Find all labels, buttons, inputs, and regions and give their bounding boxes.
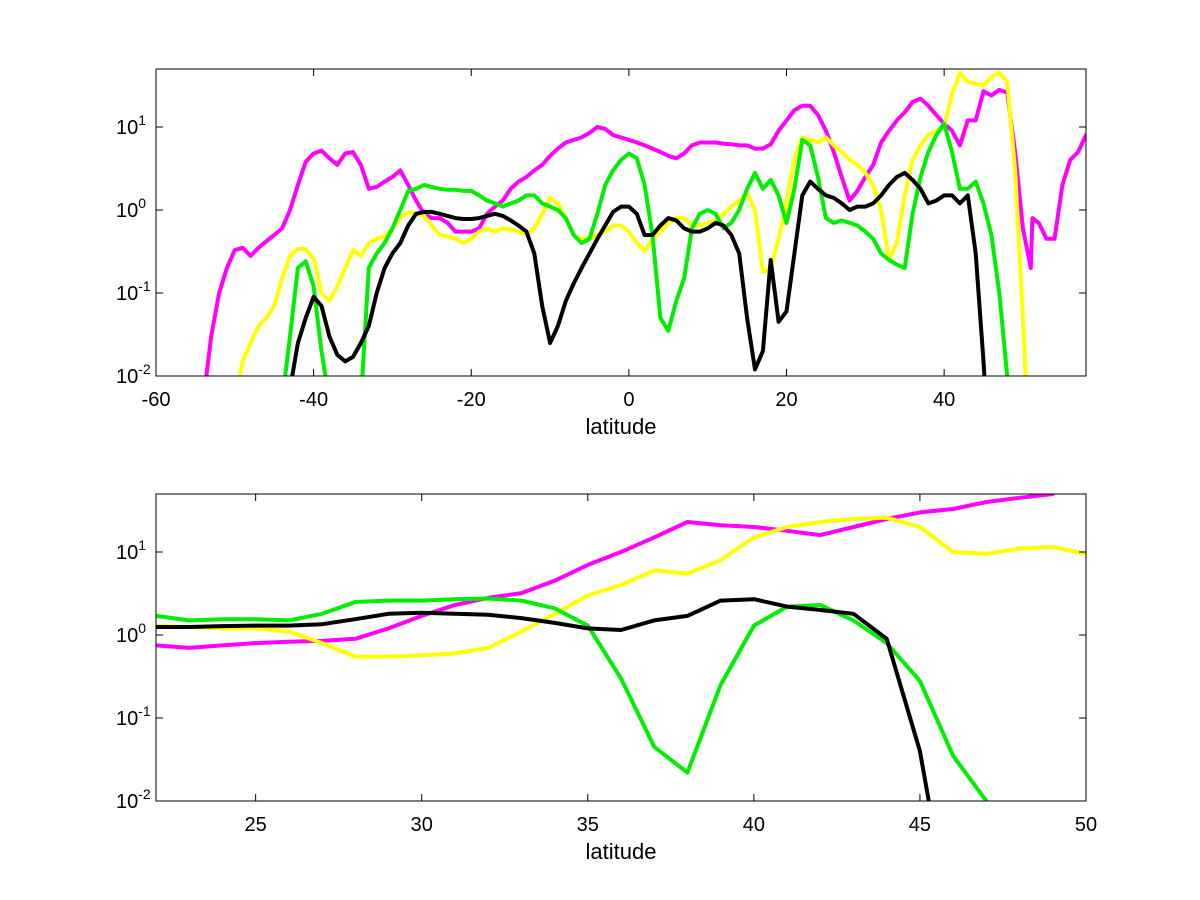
x-tick-label: 50 xyxy=(1075,814,1097,836)
series-line-green xyxy=(156,596,990,801)
x-tick-label: -20 xyxy=(457,389,486,411)
x-tick-label: -60 xyxy=(142,389,171,411)
series-line-magenta xyxy=(156,494,1055,650)
y-tick-label: 100 xyxy=(116,195,146,222)
y-tick-label: 10-1 xyxy=(116,278,151,305)
series-line-green xyxy=(283,121,1010,376)
x-axis-label: latitude xyxy=(586,414,657,439)
y-tick-label: 10-2 xyxy=(116,786,151,813)
y-tick-label: 10-2 xyxy=(116,361,151,388)
x-tick-label: 20 xyxy=(775,389,797,411)
y-tick-label: 10-1 xyxy=(116,703,151,730)
series-line-yellow xyxy=(156,515,1086,659)
x-tick-label: 0 xyxy=(623,389,634,411)
series-line-black xyxy=(290,170,987,376)
series-line-black xyxy=(156,597,931,801)
series-line-yellow xyxy=(237,70,1028,376)
x-tick-label: 45 xyxy=(909,814,931,836)
plot-frame xyxy=(155,68,1087,377)
x-tick-label: -40 xyxy=(299,389,328,411)
plot-area xyxy=(204,70,1086,376)
y-tick-label: 101 xyxy=(116,537,146,564)
y-tick-label: 101 xyxy=(116,112,146,139)
x-tick-label: 30 xyxy=(411,814,433,836)
x-axis-label: latitude xyxy=(586,839,657,864)
x-tick-label: 35 xyxy=(577,814,599,836)
x-tick-label: 25 xyxy=(245,814,267,836)
plot-area xyxy=(156,494,1086,801)
bottom-panel: 25 30 35 40 45 50 10-2 10-1 100 101 latitude xyxy=(116,493,1097,864)
top-panel: -60 -40 -20 0 20 40 10-2 10-1 100 101 latitude xyxy=(116,68,1087,439)
x-tick-label: 40 xyxy=(933,389,955,411)
plot-frame xyxy=(155,493,1087,802)
x-tick-label: 40 xyxy=(743,814,765,836)
y-tick-label: 100 xyxy=(116,620,146,647)
